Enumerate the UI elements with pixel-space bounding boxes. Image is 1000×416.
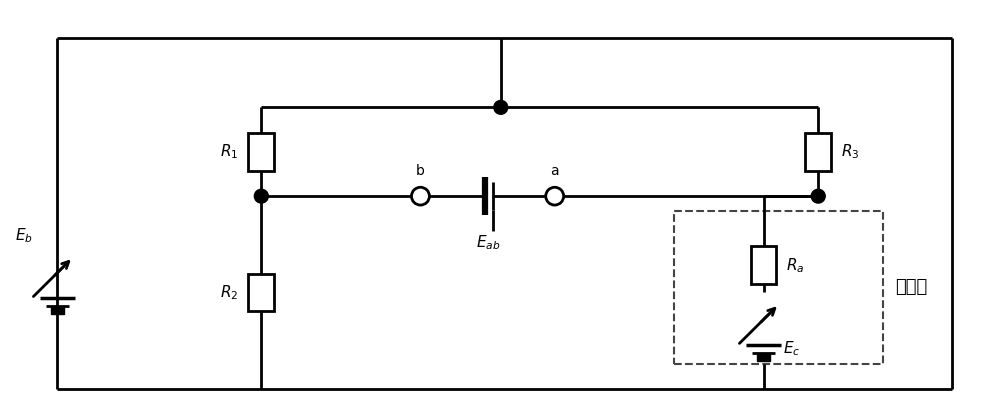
Text: a: a xyxy=(550,164,559,178)
Circle shape xyxy=(811,189,825,203)
Bar xyxy=(248,274,274,311)
Bar xyxy=(674,211,883,364)
Bar xyxy=(51,307,64,314)
Text: $R_3$: $R_3$ xyxy=(841,142,860,161)
Text: b: b xyxy=(416,164,425,178)
Circle shape xyxy=(494,100,508,114)
Bar xyxy=(248,133,274,171)
Text: $E_b$: $E_b$ xyxy=(15,226,33,245)
Text: $E_c$: $E_c$ xyxy=(783,339,801,358)
Text: $E_{ab}$: $E_{ab}$ xyxy=(476,234,500,253)
Bar xyxy=(757,354,770,361)
Text: $R_2$: $R_2$ xyxy=(220,283,238,302)
Text: $R_a$: $R_a$ xyxy=(786,256,805,275)
Text: 电动机: 电动机 xyxy=(895,278,927,297)
Circle shape xyxy=(254,189,268,203)
Bar xyxy=(751,246,776,284)
Bar xyxy=(805,133,831,171)
Text: $R_1$: $R_1$ xyxy=(220,142,238,161)
